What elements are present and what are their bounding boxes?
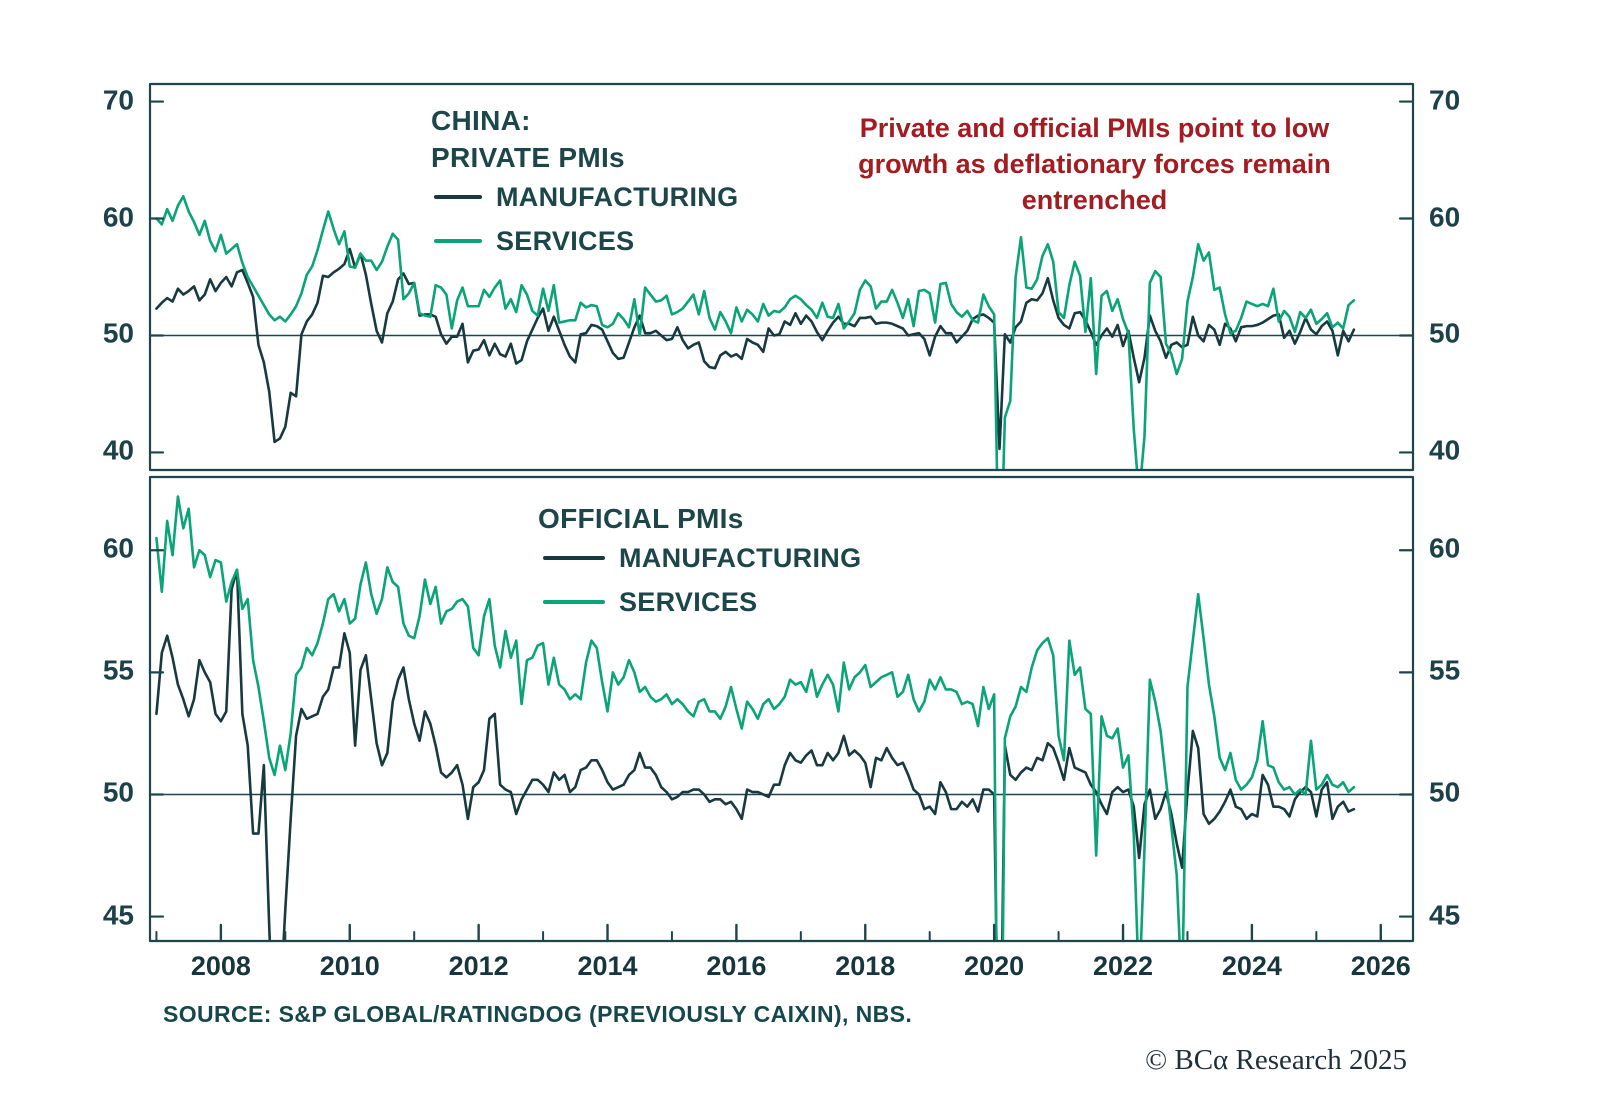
legend-label-manufacturing: MANUFACTURING [619,542,862,573]
legend-private: MANUFACTURING SERVICES [434,182,738,256]
panel-title-private: CHINA: PRIVATE PMIs [431,102,625,176]
manufacturing-line-swatch [543,556,605,560]
legend-item-private-services: SERVICES [434,226,738,256]
manufacturing-line-swatch [434,195,482,199]
annotation-text: Private and official PMIs point to low g… [858,113,1331,215]
source-note: SOURCE: S&P GLOBAL/RATINGDOG (PREVIOUSLY… [163,1001,913,1027]
panel-title-private-line1: CHINA: [431,105,531,136]
legend-item-private-manufacturing: MANUFACTURING [434,182,738,212]
legend-label-manufacturing: MANUFACTURING [496,181,739,212]
panel-title-private-line2: PRIVATE PMIs [431,142,625,173]
services-line-swatch [434,239,482,243]
services-line-swatch [543,600,605,604]
panel-title-official: OFFICIAL PMIs [538,503,744,534]
legend-item-official-services: SERVICES [543,587,861,617]
legend-item-official-manufacturing: MANUFACTURING [543,543,861,573]
legend-label-services: SERVICES [619,586,758,617]
credit-note: © BCα Research 2025 [1145,1044,1407,1076]
legend-official: MANUFACTURING SERVICES [543,543,861,617]
legend-label-services: SERVICES [496,225,635,256]
